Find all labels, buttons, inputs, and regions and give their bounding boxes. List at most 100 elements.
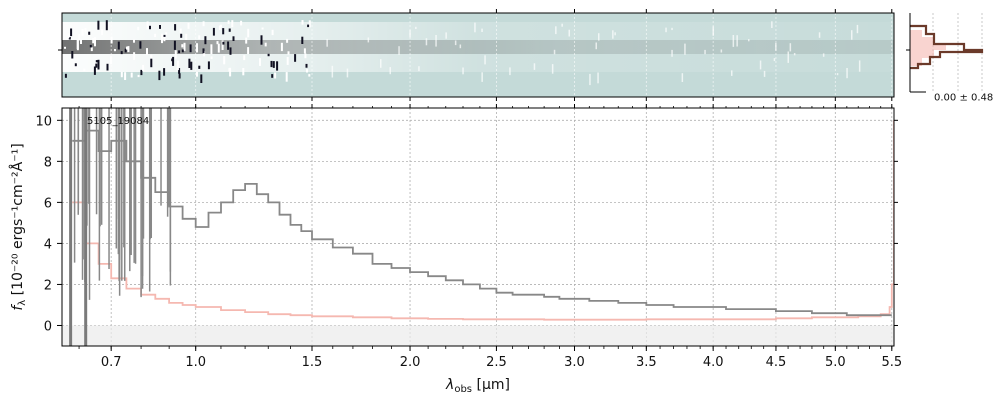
y-tick-label: 2	[44, 278, 52, 293]
noise-pixel	[171, 58, 174, 62]
noise-pixel	[140, 69, 143, 76]
noise-pixel	[228, 68, 231, 72]
noise-pixel	[307, 24, 310, 28]
x-tick-label: 5.0	[825, 355, 846, 370]
noise-pixel	[92, 38, 95, 44]
noise-pixel	[150, 54, 153, 61]
noise-pixel	[598, 33, 600, 41]
spectrum-2d-trace-core	[62, 40, 894, 54]
object-label: 5105_19084	[87, 116, 149, 127]
noise-pixel	[561, 23, 563, 27]
noise-pixel	[553, 49, 556, 55]
spectrum-2d-ticks	[58, 9, 893, 101]
noise-pixel	[789, 43, 792, 52]
noise-pixel	[161, 33, 163, 44]
noise-pixel	[243, 55, 246, 61]
noise-pixel	[196, 71, 198, 77]
noise-pixel	[818, 32, 821, 38]
noise-pixel	[71, 51, 74, 59]
noise-pixel	[271, 74, 274, 78]
noise-pixel	[64, 46, 66, 49]
noise-pixel	[267, 53, 270, 57]
noise-pixel	[159, 25, 161, 29]
noise-pixel	[76, 39, 79, 50]
noise-pixel	[97, 59, 100, 70]
noise-pixel	[198, 65, 201, 69]
noise-pixel	[110, 36, 113, 44]
noise-pixel	[684, 43, 686, 55]
noise-pixel	[346, 68, 349, 78]
noise-pixel	[389, 67, 391, 75]
noise-pixel	[105, 20, 108, 31]
spectrum-2d-noise	[64, 20, 861, 86]
x-tick-label: 5.5	[881, 355, 902, 370]
noise-pixel	[146, 48, 148, 55]
noise-pixel	[435, 35, 437, 47]
spectrum-2d-frame	[61, 12, 895, 98]
noise-pixel	[481, 72, 483, 82]
noise-pixel	[380, 59, 382, 68]
noise-pixel	[308, 20, 311, 28]
noise-pixel	[301, 36, 304, 44]
x-tick-label: 3.0	[564, 355, 585, 370]
noise-pixel	[671, 49, 673, 57]
noise-pixel	[120, 72, 123, 78]
noise-pixel	[133, 39, 135, 43]
noise-pixel	[367, 37, 370, 43]
noise-pixel	[124, 48, 127, 53]
noise-pixel	[84, 27, 87, 33]
noise-pixel	[97, 20, 100, 30]
x-tick-label: 0.7	[101, 355, 122, 370]
noise-pixel	[70, 28, 73, 37]
noise-pixel	[227, 41, 230, 50]
noise-pixel	[228, 28, 231, 32]
noise-pixel	[149, 25, 151, 30]
x-tick-label: 2.5	[486, 355, 507, 370]
noise-pixel	[80, 39, 82, 44]
noise-pixel	[222, 28, 225, 35]
noise-pixel	[261, 27, 264, 30]
noise-pixel	[270, 60, 273, 68]
noise-pixel	[551, 64, 554, 74]
noise-pixel	[568, 29, 570, 37]
noise-pixel	[218, 25, 221, 30]
noise-pixel	[285, 72, 288, 82]
x-tick-label: 4.0	[703, 355, 724, 370]
noise-pixel	[276, 61, 279, 71]
noise-pixel	[120, 51, 123, 55]
noise-pixel	[172, 56, 175, 66]
noise-pixel	[187, 22, 190, 29]
noise-pixel	[474, 22, 476, 33]
noise-pixel	[415, 26, 417, 29]
noise-pixel	[294, 54, 297, 62]
spectrum-noise-spikes	[69, 108, 172, 346]
noise-pixel	[83, 68, 86, 71]
x-axis-title: λobs [μm]	[445, 377, 510, 395]
x-tick-label: 4.5	[766, 355, 787, 370]
noise-pixel	[303, 48, 306, 54]
y-tick-label: 4	[44, 237, 52, 252]
noise-pixel	[178, 68, 181, 74]
noise-pixel	[78, 34, 81, 41]
noise-pixel	[137, 74, 140, 78]
noise-pixel	[418, 66, 420, 72]
spectrum-2d-panel	[58, 9, 895, 101]
noise-pixel	[127, 46, 130, 53]
noise-pixel	[227, 20, 230, 24]
noise-pixel	[222, 41, 225, 45]
noise-pixel	[736, 35, 738, 47]
noise-pixel	[681, 73, 684, 82]
noise-pixel	[793, 53, 796, 56]
noise-pixel	[142, 64, 145, 71]
noise-pixel	[207, 61, 210, 70]
y-axis-title-main: f	[10, 304, 26, 311]
noise-pixel	[137, 26, 140, 31]
y-tick-label: 8	[44, 155, 52, 170]
noise-pixel	[204, 36, 207, 45]
spectrum-2d-grid	[110, 13, 893, 97]
noise-pixel	[190, 61, 193, 70]
noise-pixel	[229, 47, 232, 55]
noise-pixel	[308, 74, 311, 77]
x-tick-label: 1.5	[302, 355, 323, 370]
